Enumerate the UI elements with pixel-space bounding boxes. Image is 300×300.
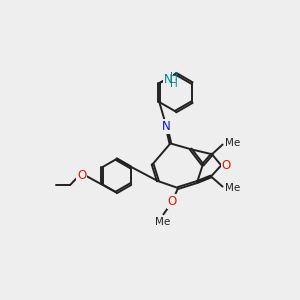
Text: H: H (170, 79, 178, 88)
Text: N: N (162, 120, 171, 133)
Text: H: H (170, 72, 178, 82)
Text: Me: Me (155, 217, 170, 227)
Text: N: N (164, 73, 172, 86)
Text: Me: Me (225, 138, 241, 148)
Text: O: O (168, 195, 177, 208)
Text: Me: Me (225, 183, 241, 193)
Text: O: O (77, 169, 86, 182)
Text: O: O (222, 159, 231, 172)
